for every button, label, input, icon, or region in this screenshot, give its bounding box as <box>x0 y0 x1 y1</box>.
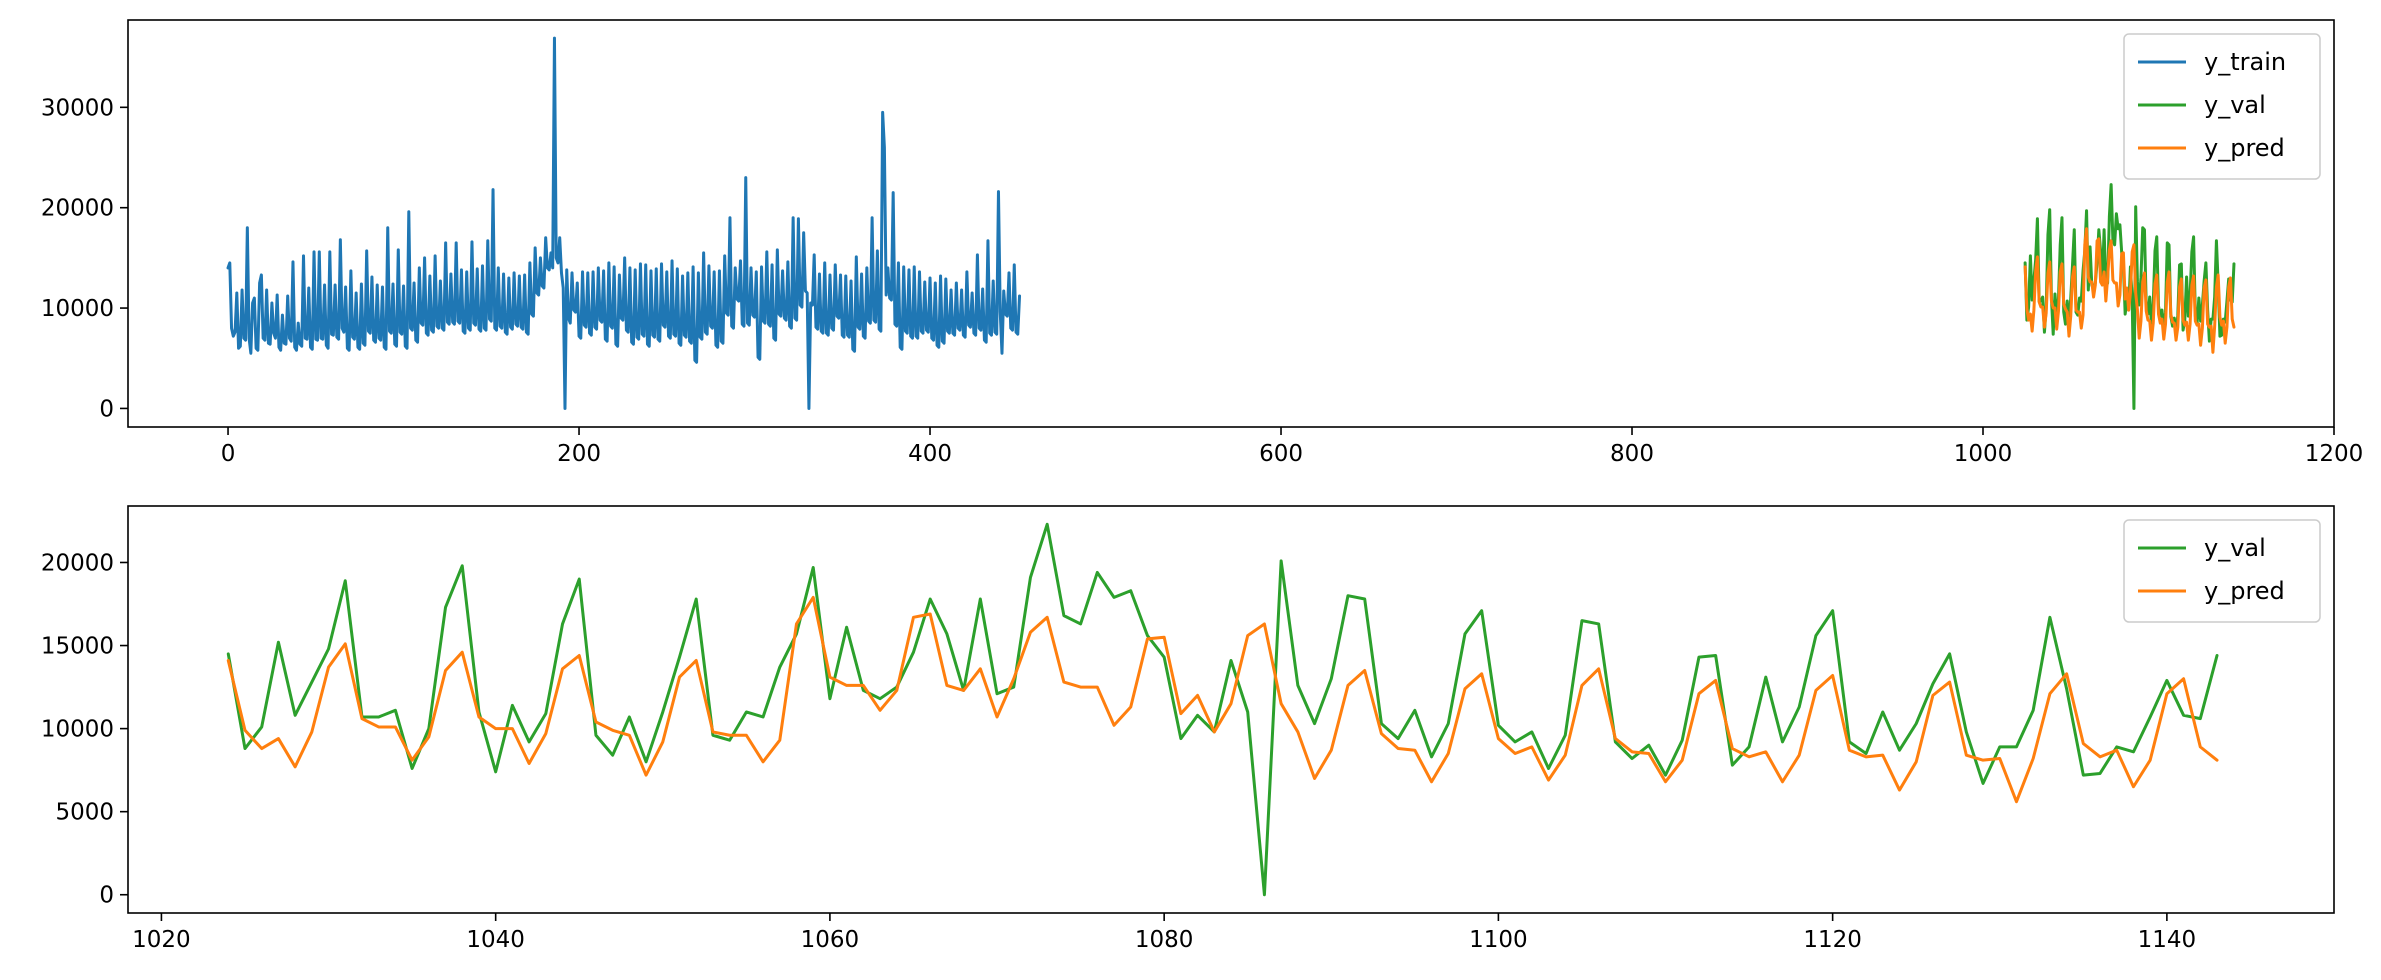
top-y-tick-label: 0 <box>99 396 114 422</box>
top-x-tick-label: 400 <box>908 441 952 467</box>
bottom-y-tick-label: 5000 <box>55 800 114 826</box>
top-y-tick-label: 30000 <box>41 95 114 121</box>
top-legend-label-y-train: y_train <box>2204 48 2286 76</box>
top-x-tick-label: 200 <box>557 441 601 467</box>
top-x-tick-label: 1200 <box>2305 441 2364 467</box>
top-legend-label-y-val: y_val <box>2204 91 2266 119</box>
top-x-tick-label: 800 <box>1610 441 1654 467</box>
bottom-y-tick-label: 0 <box>99 883 114 909</box>
bottom-x-tick-label: 1060 <box>801 927 860 953</box>
top-chart: 0 200 400 600 800 1000 1200 0 10000 20000 30000 y_t… <box>41 19 2364 467</box>
top-x-tick-label: 1000 <box>1954 441 2013 467</box>
bottom-lines <box>226 522 2219 897</box>
top-series-y-pred <box>2023 227 2236 354</box>
bottom-legend: y_val y_pred <box>2123 519 2321 623</box>
bottom-x-tick-label: 1040 <box>466 927 525 953</box>
bottom-y-tick-label: 15000 <box>41 634 114 660</box>
bottom-series-y-pred <box>226 595 2219 804</box>
bottom-legend-label-y-pred: y_pred <box>2204 577 2285 605</box>
top-lines <box>226 36 2236 410</box>
top-legend-label-y-pred: y_pred <box>2204 134 2285 162</box>
bottom-legend-label-y-val: y_val <box>2204 534 2266 562</box>
bottom-x-tick-label: 1080 <box>1135 927 1194 953</box>
bottom-chart: 1020 1040 1060 1080 1100 1120 1140 0 5000 10000 15… <box>41 505 2335 953</box>
bottom-x-tick-label: 1020 <box>132 927 191 953</box>
bottom-legend-box <box>2123 519 2321 623</box>
top-axes-frame <box>127 19 2335 428</box>
bottom-axes-frame <box>127 505 2335 914</box>
top-x-tick-label: 0 <box>221 441 236 467</box>
bottom-x-tick-label: 1140 <box>2138 927 2197 953</box>
top-legend: y_train y_val y_pred <box>2123 33 2321 180</box>
top-y-tick-label: 10000 <box>41 296 114 322</box>
top-x-tick-label: 600 <box>1259 441 1303 467</box>
top-series-y-train <box>226 36 1022 410</box>
top-y-tick-label: 20000 <box>41 196 114 222</box>
bottom-y-tick-label: 10000 <box>41 717 114 743</box>
top-legend-box <box>2123 33 2321 180</box>
bottom-x-tick-label: 1120 <box>1803 927 1862 953</box>
bottom-x-tick-label: 1100 <box>1469 927 1528 953</box>
bottom-series-y-val <box>226 522 2219 897</box>
bottom-y-tick-label: 20000 <box>41 550 114 576</box>
